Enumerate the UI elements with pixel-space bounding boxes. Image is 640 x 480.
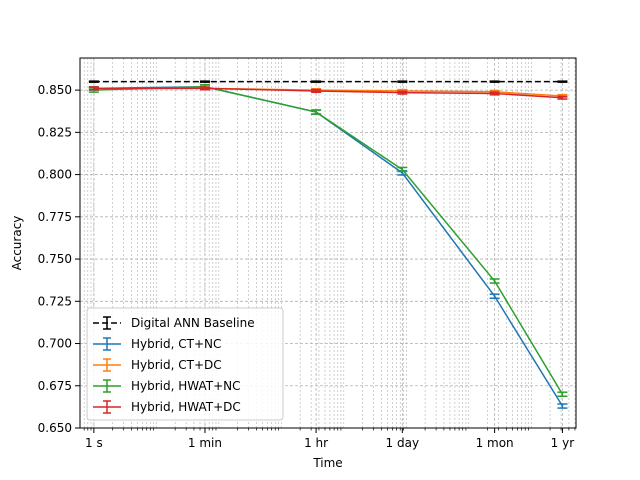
y-tick-label: 0.700 xyxy=(38,337,72,351)
y-tick-label: 0.800 xyxy=(38,168,72,182)
y-tick-label: 0.675 xyxy=(38,379,72,393)
y-tick-label: 0.725 xyxy=(38,294,72,308)
plot-series xyxy=(88,80,568,409)
legend-item: Hybrid, CT+NC xyxy=(93,337,221,351)
y-ticks: 0.650 0.675 0.700 0.725 0.750 0.775 0.800 0.825… xyxy=(38,83,80,435)
legend-item: Digital ANN Baseline xyxy=(93,316,255,330)
legend-item: Hybrid, HWAT+DC xyxy=(93,400,241,414)
y-tick-label: 0.825 xyxy=(38,125,72,139)
series-line xyxy=(93,85,564,395)
y-tick-label: 0.775 xyxy=(38,210,72,224)
y-axis-label: Accuracy xyxy=(10,216,24,271)
x-ticks: 1 s 1 min 1 hr 1 day 1 mon 1 yr xyxy=(83,428,576,450)
x-tick-label: 1 hr xyxy=(304,436,328,450)
plot-frame xyxy=(79,57,577,429)
y-tick-label: 0.750 xyxy=(38,252,72,266)
x-axis-label: Time xyxy=(312,456,342,470)
legend-label: Hybrid, CT+DC xyxy=(131,358,222,372)
series-line xyxy=(93,87,563,99)
legend-label: Hybrid, HWAT+NC xyxy=(131,379,241,393)
legend-box xyxy=(86,307,284,421)
legend: Digital ANN Baseline Hybrid, CT+NC Hybrid,… xyxy=(86,307,284,421)
x-tick-label: 1 yr xyxy=(551,436,575,450)
legend-item: Hybrid, HWAT+NC xyxy=(93,379,241,393)
x-tick-label: 1 s xyxy=(85,436,103,450)
x-tick-label: 1 mon xyxy=(476,436,514,450)
legend-item: Hybrid, CT+DC xyxy=(93,358,222,372)
series-4 xyxy=(88,86,568,100)
x-tick-label: 1 day xyxy=(386,436,420,450)
grid-major xyxy=(80,58,576,429)
legend-label: Digital ANN Baseline xyxy=(131,316,255,330)
y-tick-label: 0.650 xyxy=(38,421,72,435)
y-tick-label: 0.850 xyxy=(38,83,72,97)
series-0 xyxy=(88,80,568,83)
legend-label: Hybrid, CT+NC xyxy=(131,337,221,351)
legend-label: Hybrid, HWAT+DC xyxy=(131,400,241,414)
x-tick-label: 1 min xyxy=(188,436,222,450)
